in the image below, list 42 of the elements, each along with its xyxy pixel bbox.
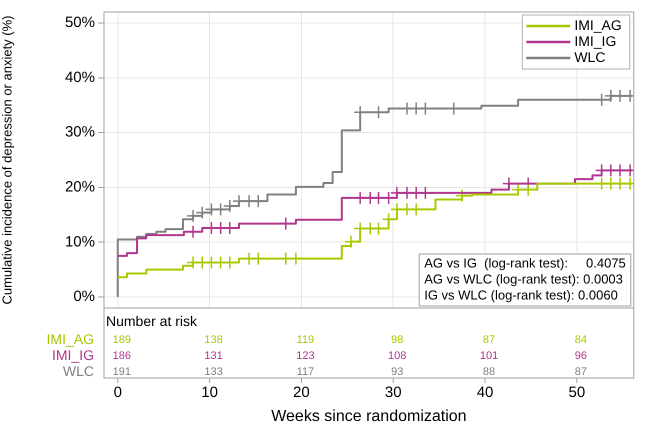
text: 133 (204, 366, 223, 378)
text: 101 (480, 350, 498, 362)
text: 131 (204, 350, 223, 362)
text: 138 (204, 334, 223, 346)
y-tick-label: 40% (64, 68, 95, 86)
text: 93 (391, 366, 404, 378)
x-tick-label: 50 (568, 384, 586, 402)
text: Number at risk (106, 312, 198, 329)
y-tick-label: 20% (64, 178, 95, 196)
y-tick-label: 0% (73, 288, 95, 306)
y-tick-label: 10% (64, 233, 95, 250)
legend-label: WLC (574, 48, 606, 65)
annotation: AG vs WLC (log-rank test): 0.0003 (424, 272, 623, 287)
text: 98 (391, 334, 404, 346)
x-tick-label: 0 (114, 384, 122, 402)
text: 88 (482, 366, 496, 378)
y-axis-title: Cumulative incidence of depression or anxiety (%) (0, 15, 14, 305)
annotation: AG vs IG (log-rank test): 0.4075 (424, 256, 626, 271)
x-axis-title: Weeks since randomization (271, 408, 467, 425)
text: 119 (296, 334, 314, 346)
x-tick-label: 30 (384, 384, 402, 402)
text: IMI_AG (46, 330, 94, 347)
legend-label: IMI_IG (574, 32, 616, 49)
text: WLC (62, 362, 94, 379)
y-tick-label: 30% (64, 124, 95, 141)
text: 84 (574, 334, 587, 346)
text: 123 (296, 350, 315, 362)
legend-label: IMI_AG (574, 16, 622, 33)
text: 117 (296, 366, 314, 378)
x-tick-label: 10 (201, 384, 218, 402)
text: 186 (112, 350, 131, 362)
text: 108 (388, 350, 406, 362)
text: IMI_IG (52, 346, 94, 363)
text: 87 (482, 334, 496, 346)
y-tick-label: 50% (64, 14, 95, 32)
x-tick-label: 40 (476, 384, 494, 402)
annotation: IG vs WLC (log-rank test): 0.0060 (424, 288, 618, 303)
x-tick-label: 20 (293, 384, 310, 402)
text: 191 (112, 366, 131, 378)
text: 189 (112, 334, 131, 346)
text: 96 (574, 350, 587, 362)
text: 87 (574, 366, 587, 378)
